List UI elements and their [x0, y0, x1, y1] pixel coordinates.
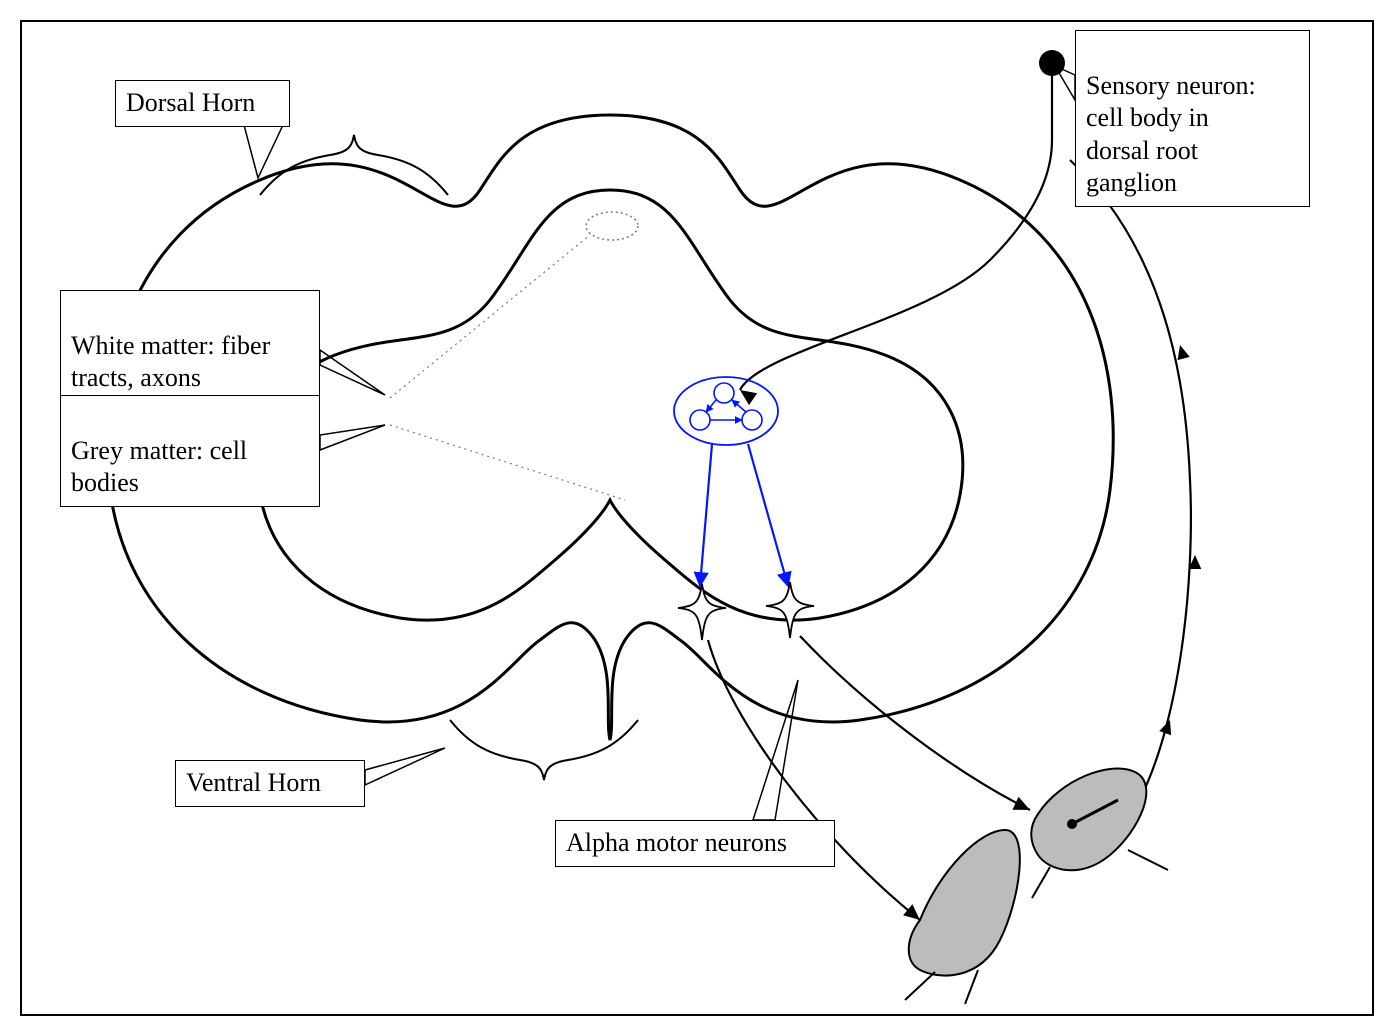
label-alpha-motor-neurons: Alpha motor neurons — [555, 820, 835, 867]
label-text: Sensory neuron: cell body in dorsal root… — [1086, 71, 1256, 198]
label-text: Dorsal Horn — [126, 88, 255, 117]
label-dorsal-horn: Dorsal Horn — [115, 80, 290, 127]
label-sensory-neuron: Sensory neuron: cell body in dorsal root… — [1075, 30, 1310, 207]
label-text: Grey matter: cell bodies — [71, 436, 247, 498]
label-text: Alpha motor neurons — [566, 828, 787, 857]
label-ventral-horn: Ventral Horn — [175, 760, 365, 807]
label-white-matter: White matter: fiber tracts, axons — [60, 290, 320, 402]
label-text: Ventral Horn — [186, 768, 321, 797]
label-text: White matter: fiber tracts, axons — [71, 331, 270, 393]
label-grey-matter: Grey matter: cell bodies — [60, 395, 320, 507]
